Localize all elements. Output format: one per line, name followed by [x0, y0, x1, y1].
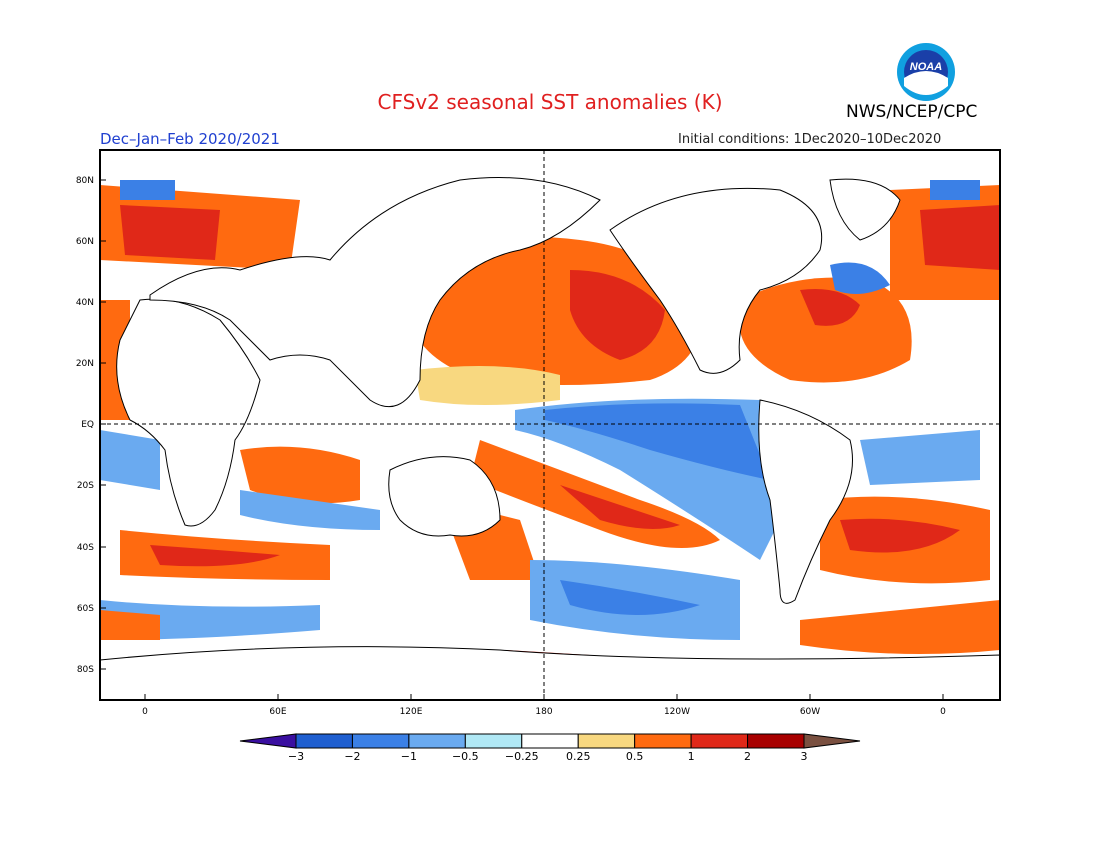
lat-tick-label: 80S [77, 665, 94, 675]
lat-tick-label: 20N [76, 359, 94, 369]
colorbar-max-arrow [803, 733, 861, 749]
map-frame [99, 149, 1001, 701]
lon-tick-label: 60W [800, 707, 820, 717]
colorbar-label: 0.25 [566, 750, 591, 763]
lon-tick-label: 180 [535, 707, 552, 717]
lat-tick-label: 20S [77, 481, 94, 491]
antarctica-landmass [100, 646, 1000, 700]
south-america-landmass [758, 399, 853, 604]
season-label: Dec–Jan–Feb 2020/2021 [100, 130, 280, 148]
africa-landmass [116, 298, 261, 527]
continents [100, 177, 1000, 700]
north-america-landmass [609, 187, 823, 374]
colorbar-swatch [690, 733, 749, 749]
lon-tick-label: 120W [664, 707, 690, 717]
logo-text: NOAA [910, 61, 942, 73]
colorbar-label: −3 [288, 750, 304, 763]
lon-tick-label: 60E [269, 707, 286, 717]
color-legend: −3 −2 −1 −0.5 −0.25 0.25 0.5 1 2 3 [239, 733, 861, 763]
colorbar-swatch [464, 733, 523, 749]
colorbar-label: 1 [688, 750, 695, 763]
lat-tick-label: 60S [77, 604, 94, 614]
australia-landmass [388, 456, 501, 537]
colorbar-min-arrow [239, 733, 297, 749]
agency-label: NWS/NCEP/CPC [846, 102, 978, 122]
lat-tick-label: 40N [76, 298, 94, 308]
colorbar-swatch [408, 733, 466, 749]
colorbar-label: 2 [744, 750, 751, 763]
colorbar-label: −2 [344, 750, 360, 763]
colorbar-swatch [577, 733, 636, 749]
colorbar-label: 3 [801, 750, 808, 763]
lon-tick-label: 0 [940, 707, 946, 717]
lat-tick-label: 60N [76, 237, 94, 247]
colorbar-label: −0.5 [452, 750, 479, 763]
lat-tick-label: 80N [76, 176, 94, 186]
colorbar-swatch [351, 733, 410, 749]
colorbar-label: −0.25 [505, 750, 539, 763]
noaa-logo: NOAA [897, 43, 955, 101]
colorbar-swatch [295, 733, 353, 749]
colorbar-swatch [634, 733, 692, 749]
chart-title: CFSv2 seasonal SST anomalies (K) [377, 90, 723, 114]
axis-ticks: 80N 60N 40N 20N EQ 20S 40S 60S 80S 0 60E 120E 180 120… [76, 176, 946, 717]
initial-conditions-label: Initial conditions: 1Dec2020–10Dec2020 [678, 132, 942, 147]
eurasia-landmass [149, 177, 601, 408]
lat-tick-label: EQ [81, 420, 94, 430]
colorbar-swatch [747, 733, 805, 749]
lat-tick-label: 40S [77, 543, 94, 553]
colorbar-label: −1 [401, 750, 417, 763]
lon-tick-label: 120E [400, 707, 423, 717]
lon-tick-label: 0 [142, 707, 148, 717]
colorbar-swatch [521, 733, 579, 749]
colorbar-label: 0.5 [626, 750, 644, 763]
greenland-landmass [829, 178, 901, 241]
